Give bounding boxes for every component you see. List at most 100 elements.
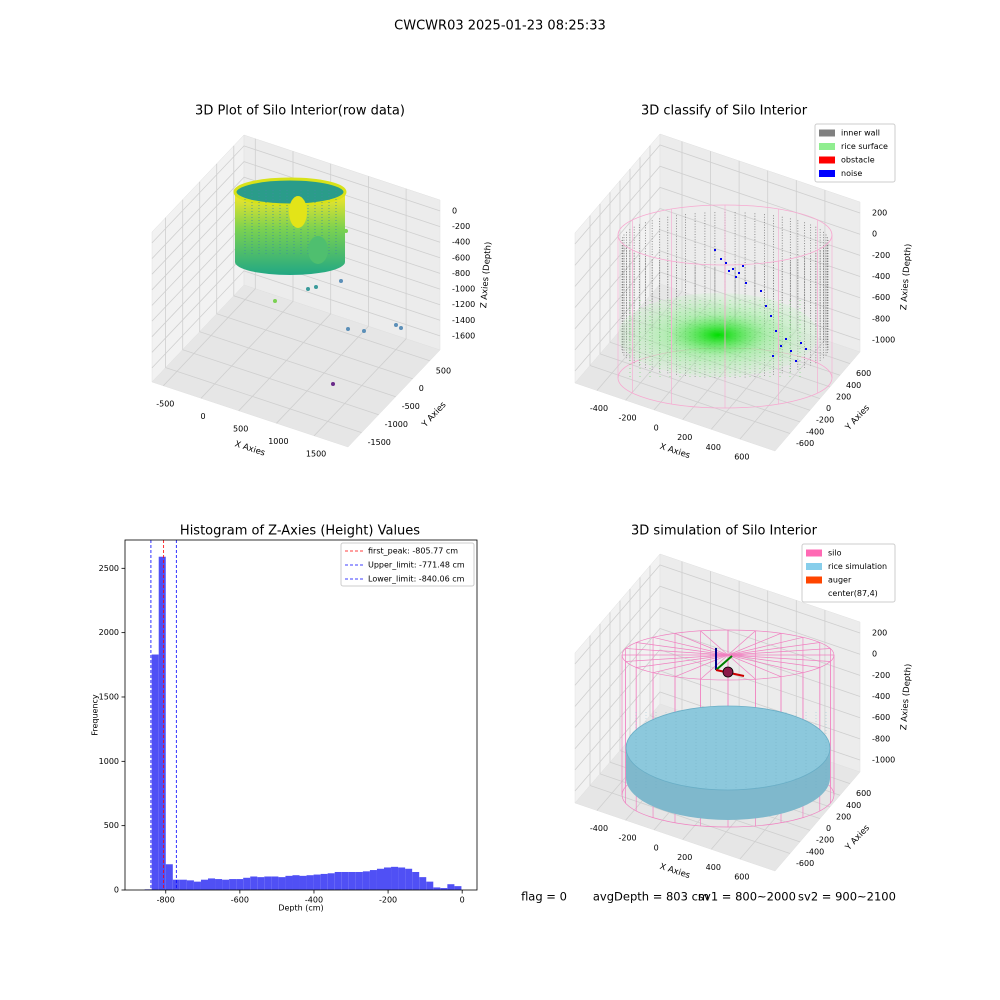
pane-floor — [151, 284, 441, 448]
y-tick-label: 0 — [419, 384, 424, 393]
silo-wire — [727, 636, 804, 656]
legend-swatch — [819, 129, 835, 137]
silo-wire — [727, 654, 804, 674]
y-tick-label: -600 — [796, 439, 814, 448]
z-tick-label: -600 — [452, 253, 470, 262]
x-axis-label: Depth (cm) — [278, 904, 323, 913]
stray-point — [306, 287, 310, 291]
bar — [257, 877, 265, 890]
bar — [299, 875, 307, 890]
grid-line — [574, 606, 861, 707]
bar — [229, 879, 237, 890]
stray-point — [331, 382, 335, 386]
z-tick-label: 200 — [872, 629, 887, 638]
noise-point — [770, 315, 772, 317]
bar — [412, 871, 420, 890]
z-axis-label: Z Axies (Depth) — [899, 243, 914, 310]
x-tick-label: 600 — [734, 873, 749, 882]
legend-label: inner wall — [841, 129, 880, 138]
z-tick-label: 0 — [872, 230, 877, 239]
silo-wire — [727, 654, 831, 662]
y-tick-label: 400 — [846, 381, 861, 390]
y-tick-label: -600 — [796, 859, 814, 868]
y-tick-label: 600 — [856, 789, 871, 798]
bar — [193, 881, 201, 890]
x-tick-label: 0 — [460, 896, 465, 905]
y-tick-label: -500 — [402, 402, 420, 411]
y-tick-label: 1500 — [99, 692, 119, 701]
silo-wire — [727, 633, 782, 656]
bar — [207, 878, 216, 890]
bar — [454, 886, 462, 890]
noise-point — [795, 360, 797, 362]
legend-swatch — [806, 563, 822, 570]
silo-wire — [727, 654, 756, 680]
z-tick-label: -600 — [872, 293, 890, 302]
bar — [292, 875, 300, 890]
noise-point — [720, 258, 722, 260]
bar — [362, 871, 370, 890]
noise-point — [785, 338, 787, 340]
bar — [320, 873, 328, 890]
chart-title: 3D simulation of Silo Interior — [631, 524, 818, 539]
x-tick-label: 200 — [677, 433, 692, 442]
y-tick-label: -1500 — [368, 438, 391, 447]
z-tick-label: 0 — [452, 206, 457, 215]
chart-title: 3D classify of Silo Interior — [641, 104, 808, 119]
legend-box — [801, 543, 896, 603]
bar — [250, 876, 258, 890]
bar — [179, 879, 187, 890]
legend-box — [340, 542, 475, 587]
z-tick-label: -200 — [872, 671, 890, 680]
grid-line — [574, 208, 861, 308]
legend-label: auger — [828, 576, 852, 585]
y-tick-label: 600 — [856, 369, 871, 378]
x-tick-label: 600 — [734, 453, 749, 462]
x-tick-label: 0 — [654, 423, 659, 432]
legend-label: center(87,4) — [828, 589, 878, 598]
bar — [348, 871, 356, 890]
y-axis-label: Frequency — [91, 694, 100, 736]
bar — [200, 879, 208, 890]
stray-point — [362, 329, 366, 333]
legend-label: silo — [828, 549, 842, 558]
z-tick-label: -400 — [452, 238, 470, 247]
noise-point — [805, 348, 807, 350]
grid-line — [574, 250, 861, 351]
bar — [271, 876, 279, 890]
auger — [722, 666, 734, 678]
x-tick-label: 400 — [706, 863, 721, 872]
legend-label: Lower_limit: -840.06 cm — [368, 575, 465, 584]
bar — [405, 868, 413, 890]
x-tick-label: 0 — [200, 412, 205, 421]
status-text: sv2 = 900~2100 — [798, 890, 896, 904]
grid-line — [574, 585, 861, 686]
grid-line — [609, 192, 811, 411]
noise-point — [725, 262, 727, 264]
bar — [306, 875, 314, 890]
grid-line — [574, 186, 861, 287]
grid-line — [574, 564, 861, 665]
bar — [433, 887, 441, 890]
silo-wire — [727, 630, 756, 656]
legend-label: noise — [841, 169, 862, 178]
y-tick-label: -200 — [816, 836, 834, 845]
z-tick-label: 200 — [872, 209, 887, 218]
legend-label: obstacle — [841, 156, 875, 165]
bar — [278, 877, 286, 890]
y-tick-label: -400 — [806, 427, 824, 436]
x-tick-label: -200 — [618, 834, 636, 843]
noise-point — [735, 276, 737, 278]
silo-wire — [674, 633, 729, 656]
legend-swatch — [806, 576, 822, 584]
bar — [236, 879, 244, 890]
z-tick-label: -1000 — [872, 756, 895, 765]
grid-line — [151, 145, 441, 244]
z-tick-label: -1600 — [452, 331, 475, 340]
x-tick-label: 500 — [233, 424, 248, 433]
noise-point — [790, 350, 792, 352]
z-tick-label: -1000 — [872, 336, 895, 345]
y-tick-label: 0 — [114, 886, 119, 895]
grid-line — [165, 217, 362, 433]
bar — [391, 866, 399, 890]
